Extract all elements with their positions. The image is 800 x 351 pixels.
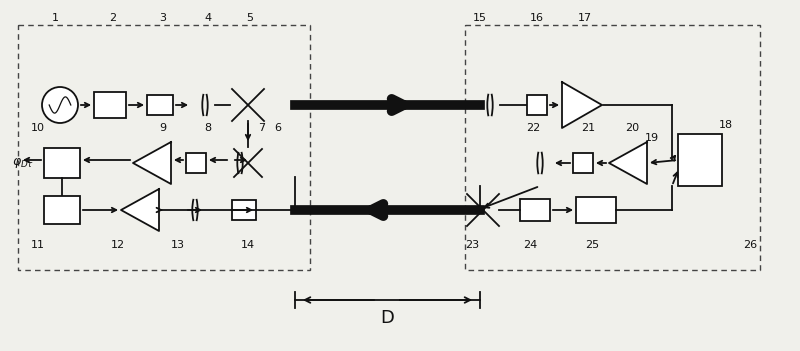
- Bar: [465, 25, 760, 270]
- Text: 11: 11: [31, 240, 45, 250]
- Bar: [94, 92, 126, 118]
- Text: D: D: [380, 309, 394, 327]
- Text: 1: 1: [51, 13, 58, 23]
- Text: 20: 20: [625, 123, 639, 133]
- Text: 22: 22: [526, 123, 540, 133]
- Text: 21: 21: [581, 123, 595, 133]
- Text: 25: 25: [585, 240, 599, 250]
- Text: 13: 13: [171, 240, 185, 250]
- Bar: [573, 153, 593, 173]
- Text: 10: 10: [31, 123, 45, 133]
- Bar: [520, 199, 550, 221]
- Polygon shape: [121, 189, 159, 231]
- Bar: [678, 134, 722, 186]
- Bar: [18, 25, 310, 270]
- Polygon shape: [562, 82, 602, 128]
- Bar: [527, 95, 547, 115]
- Text: 4: 4: [205, 13, 211, 23]
- Text: 7: 7: [258, 123, 266, 133]
- Text: 26: 26: [743, 240, 757, 250]
- Text: 16: 16: [530, 13, 544, 23]
- Text: 14: 14: [241, 240, 255, 250]
- Text: 23: 23: [465, 240, 479, 250]
- Text: 5: 5: [246, 13, 254, 23]
- Text: 3: 3: [159, 13, 166, 23]
- Text: 17: 17: [578, 13, 592, 23]
- Text: 18: 18: [719, 120, 733, 130]
- Bar: [44, 148, 80, 178]
- Text: 8: 8: [205, 123, 211, 133]
- Bar: [232, 200, 256, 220]
- Text: 2: 2: [110, 13, 117, 23]
- Text: 15: 15: [473, 13, 487, 23]
- Text: 6: 6: [274, 123, 282, 133]
- Text: 19: 19: [645, 133, 659, 143]
- Text: 24: 24: [523, 240, 537, 250]
- Text: 12: 12: [111, 240, 125, 250]
- Bar: [147, 95, 173, 115]
- Bar: [576, 197, 616, 223]
- Circle shape: [42, 87, 78, 123]
- Text: 9: 9: [159, 123, 166, 133]
- Bar: [186, 153, 206, 173]
- Text: $\varphi_{D\tau}$: $\varphi_{D\tau}$: [12, 156, 34, 170]
- Polygon shape: [609, 142, 647, 184]
- Bar: [44, 196, 80, 224]
- Polygon shape: [133, 142, 171, 184]
